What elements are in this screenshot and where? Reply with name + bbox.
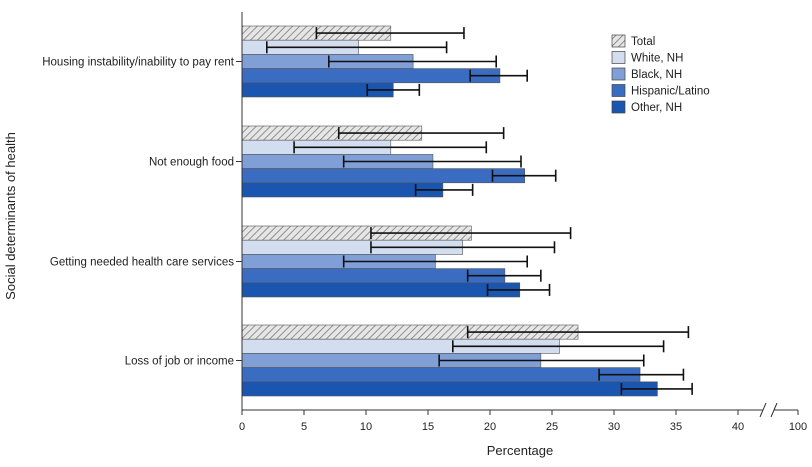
legend-swatch-0 — [611, 34, 626, 48]
x-tick-label-3: 15 — [422, 421, 434, 433]
x-axis-title: Percentage — [487, 443, 554, 458]
legend-swatch-2 — [611, 67, 626, 81]
category-label-0: Housing instability/inability to pay ren… — [42, 57, 235, 69]
x-tick-label-5: 25 — [546, 421, 558, 433]
x-tick-label-1: 5 — [301, 421, 307, 433]
bar-0-3 — [241, 68, 501, 84]
bar-3-3 — [241, 367, 641, 383]
legend-swatch-3 — [611, 84, 626, 97]
axis-break-mark-2 — [770, 402, 778, 418]
category-label-2: Getting needed health care services — [50, 257, 234, 269]
bar-2-3 — [241, 268, 506, 284]
legend-swatch-4 — [611, 100, 626, 114]
legend-label-1: White, NH — [631, 53, 683, 65]
category-label-3: Loss of job or income — [125, 356, 234, 368]
bar-1-4 — [241, 182, 444, 198]
x-tick-label-2: 10 — [360, 421, 372, 433]
legend-label-0: Total — [631, 36, 655, 48]
x-tick-label-7: 35 — [670, 421, 682, 433]
bar-3-4 — [241, 381, 658, 397]
legend-swatch-1 — [611, 51, 626, 64]
legend-label-4: Other, NH — [631, 102, 682, 114]
axis-break-mark-1 — [759, 402, 767, 418]
x-tick-label-8: 40 — [732, 421, 744, 433]
y-axis-title: Social determinants of health — [3, 132, 18, 300]
legend-label-2: Black, NH — [631, 69, 682, 81]
bar-1-3 — [241, 168, 526, 184]
category-label-1: Not enough food — [149, 157, 234, 169]
legend-label-3: Hispanic/Latino — [631, 86, 710, 98]
x-tick-label-9: 100 — [789, 421, 807, 433]
x-tick-label-6: 30 — [608, 421, 620, 433]
x-tick-label-0: 0 — [239, 421, 245, 433]
x-tick-label-4: 20 — [484, 421, 496, 433]
bar-2-4 — [241, 282, 521, 298]
